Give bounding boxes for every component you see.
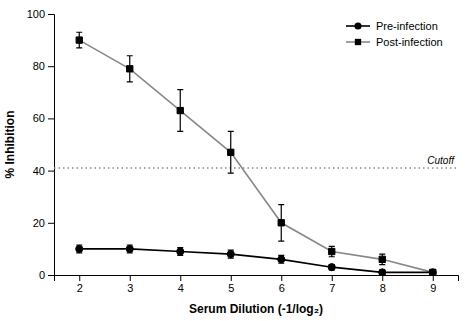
series xyxy=(76,245,437,275)
x-tick: 7 xyxy=(329,275,335,294)
y-tick-label: 0 xyxy=(39,269,45,281)
marker xyxy=(329,248,335,254)
error-bar xyxy=(278,205,284,242)
y-tick-label: 60 xyxy=(33,112,45,124)
x-axis: 2 3 4 5 6 7 8 9 xyxy=(55,275,459,294)
x-tick: 5 xyxy=(228,275,234,294)
error-bar xyxy=(379,270,385,275)
legend-marker xyxy=(355,39,361,45)
x-tick: 6 xyxy=(279,275,285,294)
y-tick-mark xyxy=(48,118,54,119)
marker xyxy=(379,269,386,275)
x-tick-label: 6 xyxy=(279,282,285,294)
error-bar xyxy=(329,265,335,270)
x-tick-mark xyxy=(433,275,434,281)
reference-line xyxy=(54,167,458,168)
x-tick: 8 xyxy=(380,275,386,294)
y-tick-label: 80 xyxy=(33,60,45,72)
y-tick-label: 100 xyxy=(27,8,45,20)
x-tick-mark xyxy=(382,275,383,281)
series-line xyxy=(79,40,433,272)
y-tick: 60 xyxy=(33,112,54,124)
y-tick: 20 xyxy=(33,217,54,229)
x-tick: 4 xyxy=(178,275,184,294)
x-tick-label: 3 xyxy=(127,282,133,294)
marker xyxy=(127,66,133,72)
legend: Pre-infection Post-infection xyxy=(346,20,443,48)
legend-item: Post-infection xyxy=(346,36,443,48)
x-tick-label: 8 xyxy=(380,282,386,294)
error-bar xyxy=(430,270,436,275)
y-tick-mark xyxy=(48,66,54,67)
marker xyxy=(76,245,83,252)
y-tick: 80 xyxy=(33,60,54,72)
legend-label: Post-infection xyxy=(376,36,443,48)
legend-item: Pre-infection xyxy=(346,20,438,32)
chart: 2 3 4 5 6 7 8 9 0 20 40 60 80 100 Serum Dilution (-1/l… xyxy=(0,0,474,321)
x-tick: 9 xyxy=(430,275,436,294)
error-bar xyxy=(177,248,183,256)
x-tick-mark xyxy=(130,275,131,281)
y-tick: 40 xyxy=(33,165,54,177)
marker xyxy=(76,37,82,43)
marker xyxy=(126,245,133,252)
error-bar xyxy=(76,32,82,48)
plot-area xyxy=(54,32,458,275)
x-tick-label: 2 xyxy=(77,282,83,294)
x-tick-mark xyxy=(79,275,80,281)
x-tick: 2 xyxy=(77,275,83,294)
y-tick: 100 xyxy=(27,8,54,20)
x-tick: 3 xyxy=(127,275,133,294)
y-tick-mark xyxy=(48,14,54,15)
marker xyxy=(227,251,234,258)
x-tick-label: 4 xyxy=(178,282,184,294)
x-tick-label: 9 xyxy=(430,282,436,294)
error-bar xyxy=(329,246,335,256)
y-tick-mark xyxy=(48,171,54,172)
x-tick-mark xyxy=(180,275,181,281)
error-bar xyxy=(278,255,284,263)
marker xyxy=(429,269,436,275)
x-axis-line xyxy=(55,276,459,282)
y-tick-mark xyxy=(48,275,54,276)
y-axis-line xyxy=(48,15,55,276)
x-tick-mark xyxy=(281,275,282,281)
y-tick-label: 20 xyxy=(33,217,45,229)
x-axis-title: Serum Dilution (-1/log₂) xyxy=(189,302,323,316)
error-bar xyxy=(127,56,133,82)
x-tick-mark xyxy=(332,275,333,281)
series xyxy=(76,32,436,275)
y-axis-title: % Inhibition xyxy=(3,111,17,179)
x-tick-label: 7 xyxy=(329,282,335,294)
y-axis: 0 20 40 60 80 100 xyxy=(27,8,55,281)
marker xyxy=(278,256,285,263)
marker xyxy=(430,269,436,275)
x-tick-label: 5 xyxy=(228,282,234,294)
legend-label: Pre-infection xyxy=(376,20,438,32)
error-bar xyxy=(127,245,133,253)
reference-label: Cutoff xyxy=(427,155,455,166)
error-bar xyxy=(228,131,234,173)
marker xyxy=(177,248,184,255)
error-bar xyxy=(177,90,183,132)
marker xyxy=(228,149,234,155)
marker xyxy=(278,220,284,226)
legend-marker xyxy=(354,22,361,29)
y-tick-mark xyxy=(48,223,54,224)
x-tick-mark xyxy=(231,275,232,281)
y-tick-label: 40 xyxy=(33,165,45,177)
marker xyxy=(177,107,183,113)
y-tick: 0 xyxy=(39,269,54,281)
error-bar xyxy=(76,245,82,253)
marker xyxy=(328,264,335,271)
marker xyxy=(379,256,385,262)
error-bar xyxy=(228,250,234,258)
error-bar xyxy=(379,254,385,264)
